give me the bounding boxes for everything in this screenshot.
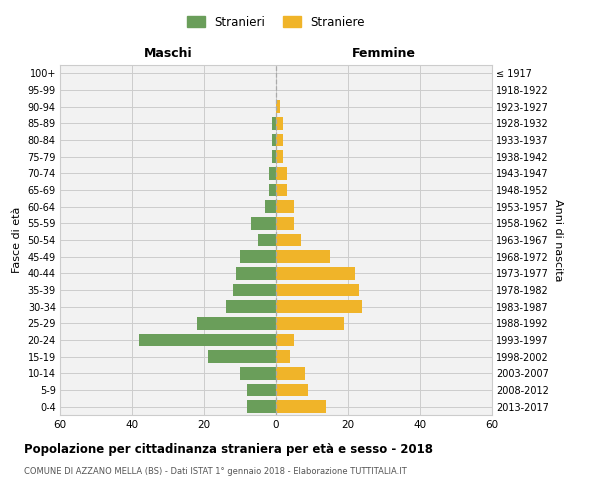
Y-axis label: Fasce di età: Fasce di età: [12, 207, 22, 273]
Bar: [276, 134, 283, 146]
Bar: [276, 234, 301, 246]
Bar: [276, 117, 283, 130]
Bar: [276, 167, 287, 179]
Bar: [258, 234, 276, 246]
Bar: [276, 317, 344, 330]
Bar: [276, 284, 359, 296]
Legend: Stranieri, Straniere: Stranieri, Straniere: [182, 11, 370, 34]
Text: Popolazione per cittadinanza straniera per età e sesso - 2018: Popolazione per cittadinanza straniera p…: [24, 442, 433, 456]
Bar: [236, 267, 276, 280]
Bar: [233, 284, 276, 296]
Bar: [208, 350, 276, 363]
Bar: [276, 184, 287, 196]
Bar: [276, 267, 355, 280]
Bar: [276, 384, 308, 396]
Bar: [226, 300, 276, 313]
Bar: [276, 100, 280, 113]
Bar: [276, 150, 283, 163]
Bar: [272, 117, 276, 130]
Bar: [240, 367, 276, 380]
Bar: [276, 300, 362, 313]
Bar: [240, 250, 276, 263]
Bar: [197, 317, 276, 330]
Bar: [276, 400, 326, 413]
Bar: [272, 150, 276, 163]
Bar: [276, 250, 330, 263]
Bar: [276, 367, 305, 380]
Bar: [247, 384, 276, 396]
Bar: [247, 400, 276, 413]
Bar: [251, 217, 276, 230]
Bar: [265, 200, 276, 213]
Bar: [269, 184, 276, 196]
Bar: [276, 217, 294, 230]
Bar: [139, 334, 276, 346]
Bar: [276, 350, 290, 363]
Bar: [269, 167, 276, 179]
Text: COMUNE DI AZZANO MELLA (BS) - Dati ISTAT 1° gennaio 2018 - Elaborazione TUTTITAL: COMUNE DI AZZANO MELLA (BS) - Dati ISTAT…: [24, 468, 407, 476]
Y-axis label: Anni di nascita: Anni di nascita: [553, 198, 563, 281]
Bar: [276, 334, 294, 346]
Bar: [272, 134, 276, 146]
Bar: [276, 200, 294, 213]
